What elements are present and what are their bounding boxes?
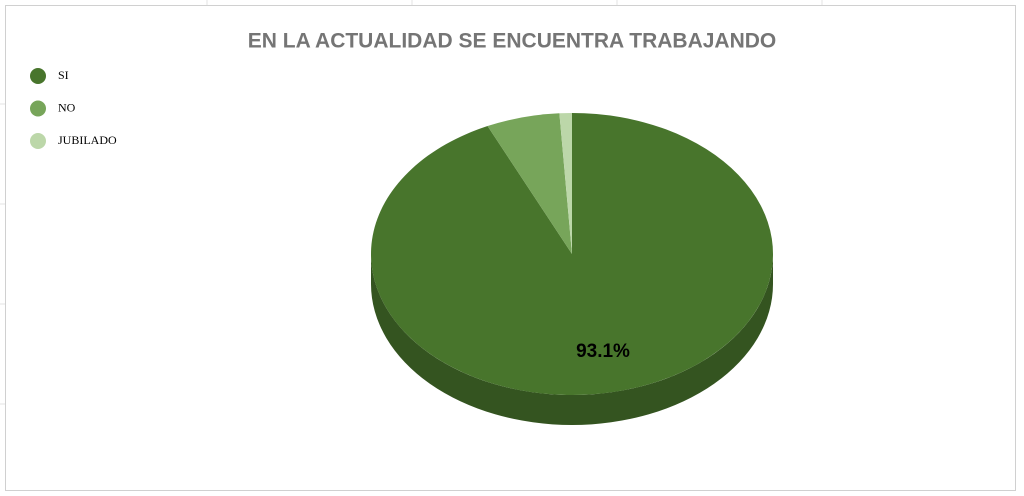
chart-title: EN LA ACTUALIDAD SE ENCUENTRA TRABAJANDO bbox=[248, 30, 777, 53]
legend-label: SI bbox=[58, 68, 69, 82]
data-label: 93.1% bbox=[576, 341, 630, 362]
legend-swatch bbox=[30, 133, 46, 149]
legend-swatch bbox=[30, 68, 46, 84]
legend-swatch bbox=[30, 100, 46, 117]
slice bbox=[559, 113, 572, 254]
slice-side bbox=[371, 254, 773, 425]
legend-label: JUBILADO bbox=[58, 133, 117, 147]
legend-label: NO bbox=[58, 100, 76, 114]
slice bbox=[487, 113, 572, 254]
sheet-grid bbox=[0, 0, 823, 405]
